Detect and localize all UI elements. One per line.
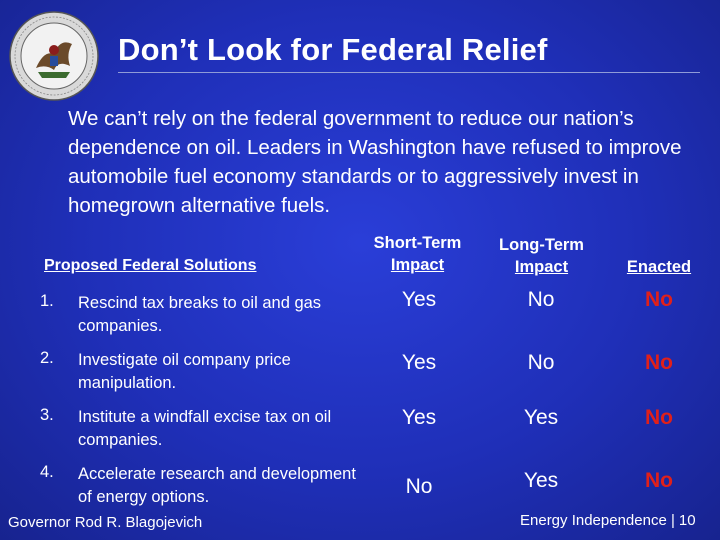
row-number: 2. (40, 349, 54, 367)
row-short-term-value: Yes (401, 406, 437, 429)
header-short-term-impact: Short-Term Impact (360, 232, 475, 276)
row-short-term-value: Yes (401, 288, 437, 311)
row-number: 4. (40, 463, 54, 481)
title-divider (118, 72, 700, 73)
row-long-term-value: Yes (523, 469, 559, 492)
row-number: 3. (40, 406, 54, 424)
row-number: 1. (40, 292, 54, 310)
row-enacted-value: No (645, 351, 673, 374)
row-long-term-value: No (527, 351, 555, 374)
intro-paragraph: We can’t rely on the federal government … (68, 107, 682, 217)
row-enacted-value: No (645, 406, 673, 429)
page-number: 10 (678, 512, 696, 529)
footer-governor-name: Governor Rod R. Blagojevich (8, 514, 203, 531)
footer-section-label: Energy Independence | 10 (520, 512, 696, 529)
header-long-term-line1: Long-Term (499, 236, 584, 254)
row-enacted-value: No (645, 288, 673, 311)
row-solution-text: Institute a windfall excise tax on oil c… (78, 408, 332, 449)
row-solution-text: Investigate oil company price manipulati… (78, 351, 291, 392)
row-solution-text: Rescind tax breaks to oil and gas compan… (78, 294, 322, 335)
row-short-term-value: No (405, 475, 433, 498)
row-short-term-value: Yes (401, 351, 437, 374)
header-proposed-solutions: Proposed Federal Solutions (44, 257, 257, 274)
row-long-term-value: Yes (523, 406, 559, 429)
header-enacted-label: Enacted (626, 258, 692, 276)
header-short-term-line2: Impact (390, 256, 445, 274)
row-enacted-value: No (645, 469, 673, 492)
page-title: Don’t Look for Federal Relief (118, 32, 548, 67)
footer-energy-independence: Energy Independence | (520, 512, 675, 529)
illinois-seal-icon (9, 11, 99, 101)
header-long-term-impact: Long-Term Impact (484, 234, 599, 278)
header-short-term-line1: Short-Term (373, 234, 462, 252)
header-long-term-line2: Impact (514, 258, 569, 276)
row-long-term-value: No (527, 288, 555, 311)
row-solution-text: Accelerate research and development of e… (78, 465, 356, 506)
header-enacted: Enacted (614, 256, 704, 278)
